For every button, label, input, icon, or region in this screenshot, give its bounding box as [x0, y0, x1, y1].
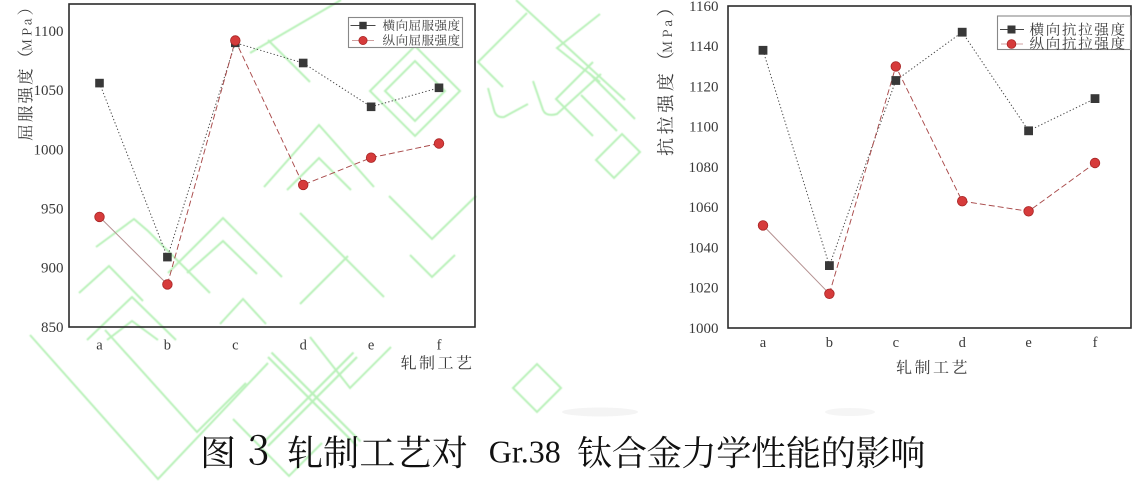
svg-text:e: e: [368, 338, 374, 354]
svg-text:1000: 1000: [689, 321, 719, 337]
svg-text:1140: 1140: [689, 39, 718, 55]
svg-text:f: f: [1093, 335, 1098, 351]
svg-text:1060: 1060: [689, 200, 719, 216]
svg-text:850: 850: [41, 320, 64, 336]
svg-text:1020: 1020: [689, 281, 719, 297]
svg-text:1120: 1120: [689, 79, 718, 95]
svg-text:c: c: [232, 338, 238, 354]
svg-text:950: 950: [41, 202, 64, 218]
svg-text:1100: 1100: [689, 120, 718, 136]
svg-text:d: d: [300, 338, 308, 354]
svg-text:1040: 1040: [689, 240, 719, 256]
svg-text:e: e: [1025, 335, 1031, 351]
svg-text:1080: 1080: [689, 160, 719, 176]
svg-text:a: a: [96, 338, 103, 354]
svg-text:1160: 1160: [689, 0, 718, 15]
svg-text:a: a: [760, 335, 767, 351]
svg-text:b: b: [164, 338, 171, 354]
svg-text:1100: 1100: [34, 24, 63, 40]
svg-text:c: c: [893, 335, 899, 351]
svg-text:d: d: [959, 335, 967, 351]
svg-text:b: b: [826, 335, 833, 351]
svg-text:Gr.38: Gr.38: [489, 434, 561, 470]
svg-text:f: f: [437, 338, 442, 354]
svg-text:1050: 1050: [34, 83, 64, 99]
svg-text:1000: 1000: [34, 142, 64, 158]
svg-text:900: 900: [41, 261, 64, 277]
